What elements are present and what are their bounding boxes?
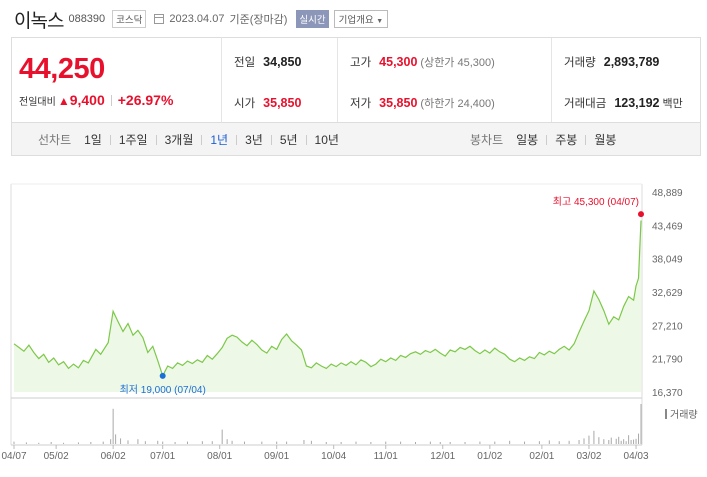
price-info-table: 전일 34,850 시가 35,850 고가 45,300 (상한가 45,30… <box>221 37 701 123</box>
high-price: 고가 45,300 (상한가 45,300) <box>350 54 495 70</box>
stock-code: 088390 <box>68 13 106 25</box>
low-label: 최저 19,000 (07/04) <box>120 384 206 396</box>
line-chart-title: 선차트 <box>38 133 72 147</box>
candle-period-tab[interactable]: 주봉 <box>555 133 578 147</box>
price-date-note: 기준(장마감) <box>229 14 288 26</box>
amount-label: 거래대금 <box>564 98 607 110</box>
high-label: 고가 <box>350 57 372 69</box>
low-marker <box>159 372 166 379</box>
volume-legend-swatch <box>665 409 667 419</box>
price-date: 2023.04.07 <box>169 13 225 25</box>
y-tick-label: 48,889 <box>652 188 683 199</box>
x-tick-label: 05/02 <box>44 451 69 462</box>
x-tick-label: 02/01 <box>529 451 554 462</box>
volume-value: 2,893,789 <box>603 55 660 69</box>
tab-divider <box>201 134 203 145</box>
tab-divider <box>305 134 307 145</box>
line-period-tab[interactable]: 1일 <box>84 133 102 147</box>
volume: 거래량 2,893,789 <box>564 54 659 70</box>
divider <box>110 94 112 106</box>
trade-amount: 거래대금 123,192 백만 <box>564 95 683 111</box>
info-column-volume: 거래량 2,893,789 거래대금 123,192 백만 <box>551 38 701 122</box>
tab-divider <box>155 134 157 145</box>
line-period-tab[interactable]: 5년 <box>279 133 298 147</box>
x-tick-label: 06/02 <box>101 451 126 462</box>
change-percent: +26.97% <box>117 92 174 108</box>
volume-label: 거래량 <box>564 57 596 69</box>
current-price: 44,250 <box>19 53 105 85</box>
open-label: 시가 <box>234 98 256 110</box>
candle-chart-tabs: 봉차트 일봉 주봉 월봉 <box>470 123 616 156</box>
line-period-tab[interactable]: 1주일 <box>118 133 148 147</box>
low-value: 35,850 <box>379 96 418 110</box>
tab-divider <box>270 134 272 145</box>
calendar-icon <box>154 14 165 24</box>
change-value: 9,400 <box>69 92 105 108</box>
company-info-button[interactable]: 기업개요 ▼ <box>333 10 389 28</box>
company-info-label: 기업개요 <box>338 15 374 26</box>
change-label: 전일대비 <box>19 97 56 108</box>
caret-down-icon: ▼ <box>376 18 384 25</box>
line-period-tab[interactable]: 1년 <box>210 133 229 147</box>
x-tick-label: 07/01 <box>150 451 175 462</box>
price-summary: 44,250 전일대비 ▲ 9,400 +26.97% <box>11 37 221 123</box>
x-tick-label: 11/01 <box>374 451 399 462</box>
amount-value: 123,192 <box>614 96 660 110</box>
x-tick-label: 03/02 <box>576 451 601 462</box>
y-tick-label: 27,210 <box>652 321 683 332</box>
x-tick-label: 09/01 <box>264 451 289 462</box>
open-price: 시가 35,850 <box>234 95 301 111</box>
high-value: 45,300 <box>379 55 418 69</box>
stock-header: 이녹스 088390 코스닥 2023.04.07 기준(장마감) 실시간 기업… <box>14 6 389 32</box>
tab-divider <box>546 134 548 145</box>
chart-tab-bar: 선차트 1일 1주일 3개월 1년 3년 5년 10년 봉차트 일봉 주봉 월봉 <box>11 123 701 156</box>
amount-unit: 백만 <box>662 98 683 110</box>
x-tick-label: 08/01 <box>207 451 232 462</box>
prev-close-label: 전일 <box>234 57 256 69</box>
up-arrow-icon: ▲ <box>57 94 70 108</box>
high-label: 최고 45,300 (04/07) <box>553 196 639 208</box>
candle-period-tab[interactable]: 일봉 <box>516 133 539 147</box>
high-marker <box>638 211 644 218</box>
market-badge: 코스닥 <box>112 10 147 28</box>
y-tick-label: 32,629 <box>652 288 683 299</box>
line-period-tab[interactable]: 10년 <box>314 133 339 147</box>
x-tick-label: 04/07 <box>1 451 26 462</box>
x-tick-label: 12/01 <box>430 451 455 462</box>
line-period-tab[interactable]: 3개월 <box>164 133 194 147</box>
upper-limit: (상한가 45,300) <box>420 57 495 69</box>
tab-divider <box>585 134 587 145</box>
low-label: 저가 <box>350 98 372 110</box>
y-tick-label: 16,370 <box>652 388 683 399</box>
volume-legend-label: 거래량 <box>670 409 698 421</box>
price-line[interactable] <box>13 220 642 378</box>
y-tick-label: 43,469 <box>652 221 683 232</box>
prev-close-value: 34,850 <box>263 55 302 69</box>
x-tick-label: 10/04 <box>321 451 346 462</box>
info-column-high-low: 고가 45,300 (상한가 45,300) 저가 35,850 (하한가 24… <box>337 38 551 122</box>
price-chart[interactable]: 48,889 43,469 38,049 32,629 27,210 21,790 16,3… <box>0 156 707 477</box>
line-period-tab[interactable]: 3년 <box>245 133 263 147</box>
lower-limit: (하한가 24,400) <box>420 98 495 110</box>
y-tick-label: 21,790 <box>652 355 683 366</box>
open-value: 35,850 <box>263 96 302 110</box>
y-tick-label: 38,049 <box>652 255 683 266</box>
price-change-row: 전일대비 ▲ 9,400 +26.97% <box>19 92 173 108</box>
price-area-fill <box>14 220 641 392</box>
realtime-button[interactable]: 실시간 <box>296 10 329 28</box>
prev-close: 전일 34,850 <box>234 54 301 70</box>
tab-divider <box>236 134 238 145</box>
tab-divider <box>109 134 111 145</box>
stock-name: 이녹스 <box>14 9 64 32</box>
candle-period-tab[interactable]: 월봉 <box>594 133 617 147</box>
line-chart-tabs: 선차트 1일 1주일 3개월 1년 3년 5년 10년 <box>38 123 339 156</box>
x-tick-label: 04/03 <box>624 451 649 462</box>
x-tick-label: 01/02 <box>477 451 502 462</box>
low-price: 저가 35,850 (하한가 24,400) <box>350 95 495 111</box>
candle-chart-title: 봉차트 <box>470 133 504 147</box>
info-column-prev-open: 전일 34,850 시가 35,850 <box>222 38 337 122</box>
